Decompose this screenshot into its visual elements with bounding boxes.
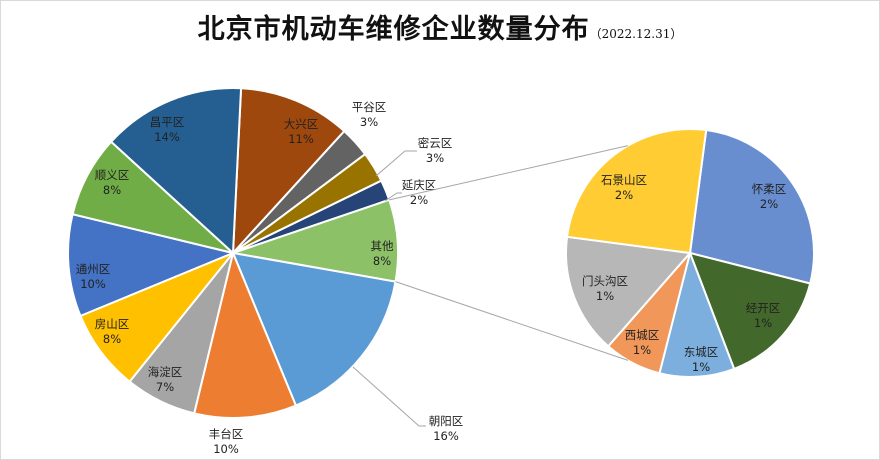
- main-leader-line-5: [352, 366, 426, 427]
- main-label-name-3: 延庆区: [402, 178, 437, 192]
- secondary-label-name-4: 门头沟区: [582, 274, 628, 288]
- title-text: 北京市机动车维修企业数量分布: [197, 14, 590, 45]
- main-label-name-7: 海淀区: [148, 365, 183, 379]
- main-label-value-5: 16%: [433, 429, 459, 443]
- series-connector-bottom: [395, 281, 629, 361]
- main-label-name-8: 房山区: [95, 317, 130, 331]
- main-label-value-3: 2%: [410, 193, 428, 207]
- secondary-slice-4: [565, 235, 692, 348]
- main-label-value-4: 8%: [373, 254, 391, 268]
- main-label-name-1: 平谷区: [352, 100, 387, 114]
- secondary-label-value-3: 1%: [633, 343, 651, 357]
- main-label-name-10: 顺义区: [95, 168, 130, 182]
- main-label-value-6: 10%: [213, 442, 239, 456]
- main-slice-11: [109, 87, 243, 256]
- secondary-label-name-3: 西城区: [625, 328, 660, 342]
- main-slice-9: [67, 212, 237, 318]
- main-label-name-4: 其他: [371, 239, 394, 253]
- secondary-label-name-1: 经开区: [746, 301, 781, 315]
- main-label-value-10: 8%: [103, 183, 121, 197]
- main-label-value-8: 8%: [103, 332, 121, 346]
- secondary-label-value-5: 2%: [615, 188, 633, 202]
- main-label-value-9: 10%: [80, 277, 106, 291]
- chart-title: 北京市机动车维修企业数量分布（2022.12.31）: [1, 7, 879, 46]
- main-leader-line-3: [384, 192, 402, 202]
- secondary-slice-0: [688, 128, 815, 285]
- main-label-value-7: 7%: [156, 380, 174, 394]
- secondary-slice-1: [688, 251, 812, 371]
- main-label-name-5: 朝阳区: [429, 414, 464, 428]
- main-leader-line-2: [375, 150, 417, 177]
- main-slice-5: [231, 251, 397, 407]
- main-label-name-0: 大兴区: [284, 117, 319, 131]
- series-connector-top: [389, 145, 629, 201]
- secondary-slice-2: [658, 249, 736, 378]
- secondary-label-value-1: 1%: [754, 316, 772, 330]
- secondary-label-name-0: 怀柔区: [752, 182, 787, 196]
- main-label-value-1: 3%: [360, 115, 378, 129]
- main-slice-0: [231, 87, 346, 256]
- secondary-label-value-0: 2%: [760, 197, 778, 211]
- main-label-value-11: 14%: [154, 130, 180, 144]
- secondary-label-name-2: 东城区: [684, 345, 719, 359]
- main-label-name-9: 通州区: [76, 262, 111, 276]
- secondary-label-value-4: 1%: [596, 289, 614, 303]
- main-label-name-2: 密云区: [418, 136, 453, 150]
- subtitle-text: （2022.12.31）: [589, 27, 683, 41]
- secondary-slice-5: [565, 128, 708, 255]
- secondary-label-name-5: 石景山区: [601, 173, 647, 187]
- main-label-value-2: 3%: [426, 151, 444, 165]
- main-slice-6: [192, 249, 298, 419]
- main-label-name-11: 昌平区: [150, 115, 185, 129]
- main-label-value-0: 11%: [288, 132, 314, 146]
- main-label-name-6: 丰台区: [209, 427, 244, 441]
- secondary-label-value-2: 1%: [692, 360, 710, 374]
